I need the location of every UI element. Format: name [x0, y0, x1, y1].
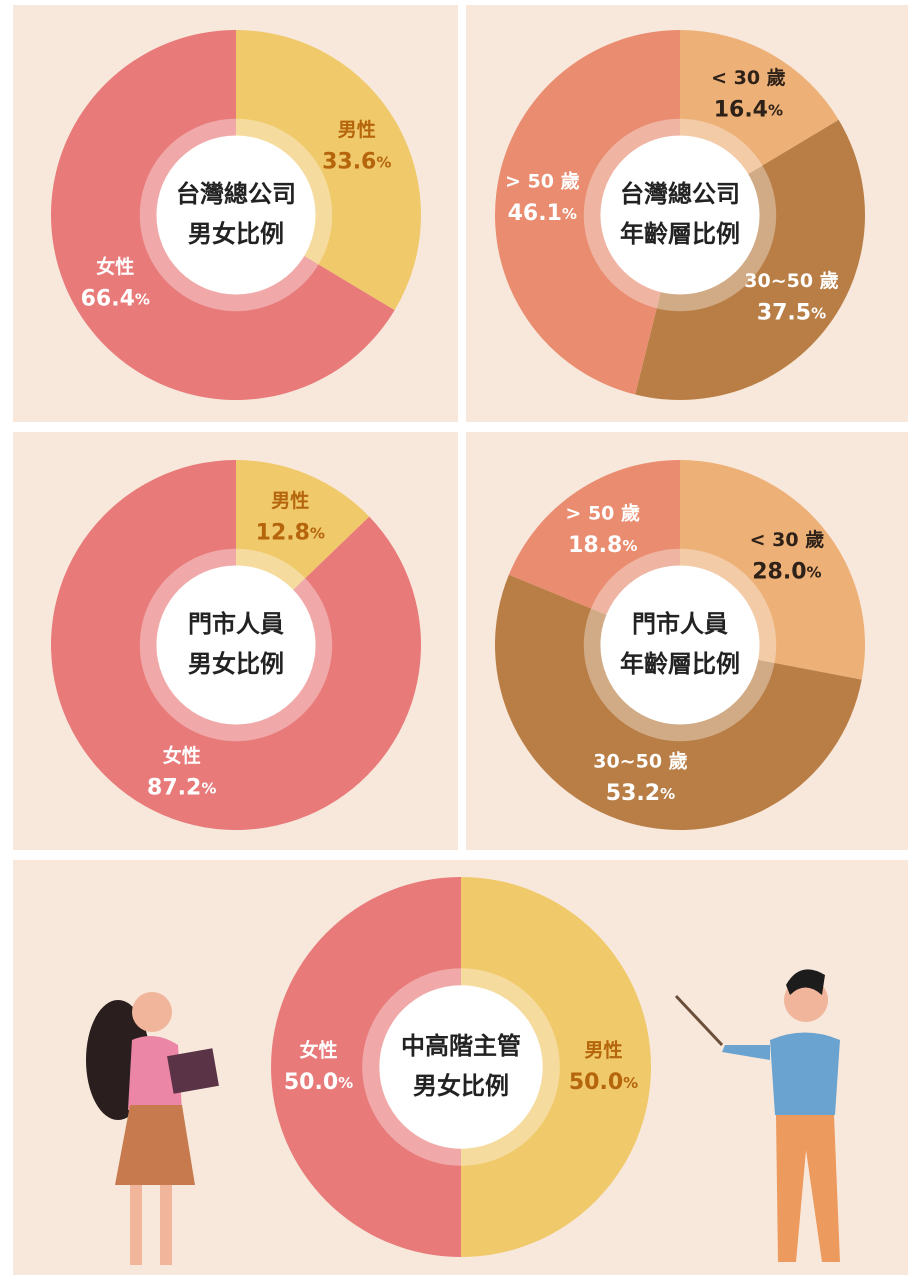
slice-category: 30~50 歲	[744, 269, 838, 292]
slice-value-label: 50.0%	[569, 1070, 638, 1095]
center-title: 男女比例	[413, 1072, 509, 1100]
slice-category: 30~50 歲	[593, 749, 687, 772]
slice-category: < 30 歲	[750, 528, 825, 551]
slice-category: < 30 歲	[711, 66, 786, 89]
center-title: 男女比例	[188, 650, 284, 678]
center-title: 門市人員	[188, 610, 284, 638]
slice-value-label: 37.5%	[757, 301, 826, 326]
infographic: 台灣總公司男女比例男性33.6%女性66.4%台灣總公司年齡層比例< 30 歲1…	[0, 0, 912, 1275]
center-title: 男女比例	[188, 220, 284, 248]
slice-category: 女性	[163, 744, 201, 767]
center-title: 年齡層比例	[620, 650, 740, 678]
slice-value-label: 28.0%	[752, 560, 821, 585]
center-disc	[600, 565, 759, 724]
center-title: 門市人員	[632, 610, 728, 638]
center-disc	[156, 135, 315, 294]
slice-category: 女性	[299, 1039, 337, 1062]
slice-category: > 50 歲	[565, 501, 640, 524]
center-disc	[600, 135, 759, 294]
center-title: 台灣總公司	[620, 180, 740, 208]
slice-value-label: 50.0%	[284, 1070, 353, 1095]
slice-value-label: 66.4%	[81, 286, 150, 311]
slice-category: 男性	[584, 1039, 622, 1062]
slice-value-label: 16.4%	[714, 97, 783, 122]
slice-category: 男性	[338, 118, 376, 141]
page: {"chart_data": [ {"type": "pie", "center…	[0, 0, 912, 1275]
slice-value-label: 53.2%	[606, 781, 675, 806]
slice-value-label: 87.2%	[147, 776, 216, 801]
slice-value-label: 33.6%	[322, 150, 391, 175]
slice-category: > 50 歲	[505, 170, 580, 193]
center-title: 台灣總公司	[176, 180, 296, 208]
center-disc	[156, 565, 315, 724]
slice-value-label: 46.1%	[508, 201, 577, 226]
center-title: 中高階主管	[401, 1032, 521, 1060]
slice-value-label: 12.8%	[256, 520, 325, 545]
slice-value-label: 18.8%	[568, 533, 637, 558]
slice-category: 女性	[96, 255, 134, 278]
slice-category: 男性	[271, 489, 309, 512]
center-title: 年齡層比例	[620, 220, 740, 248]
center-disc	[379, 985, 542, 1148]
